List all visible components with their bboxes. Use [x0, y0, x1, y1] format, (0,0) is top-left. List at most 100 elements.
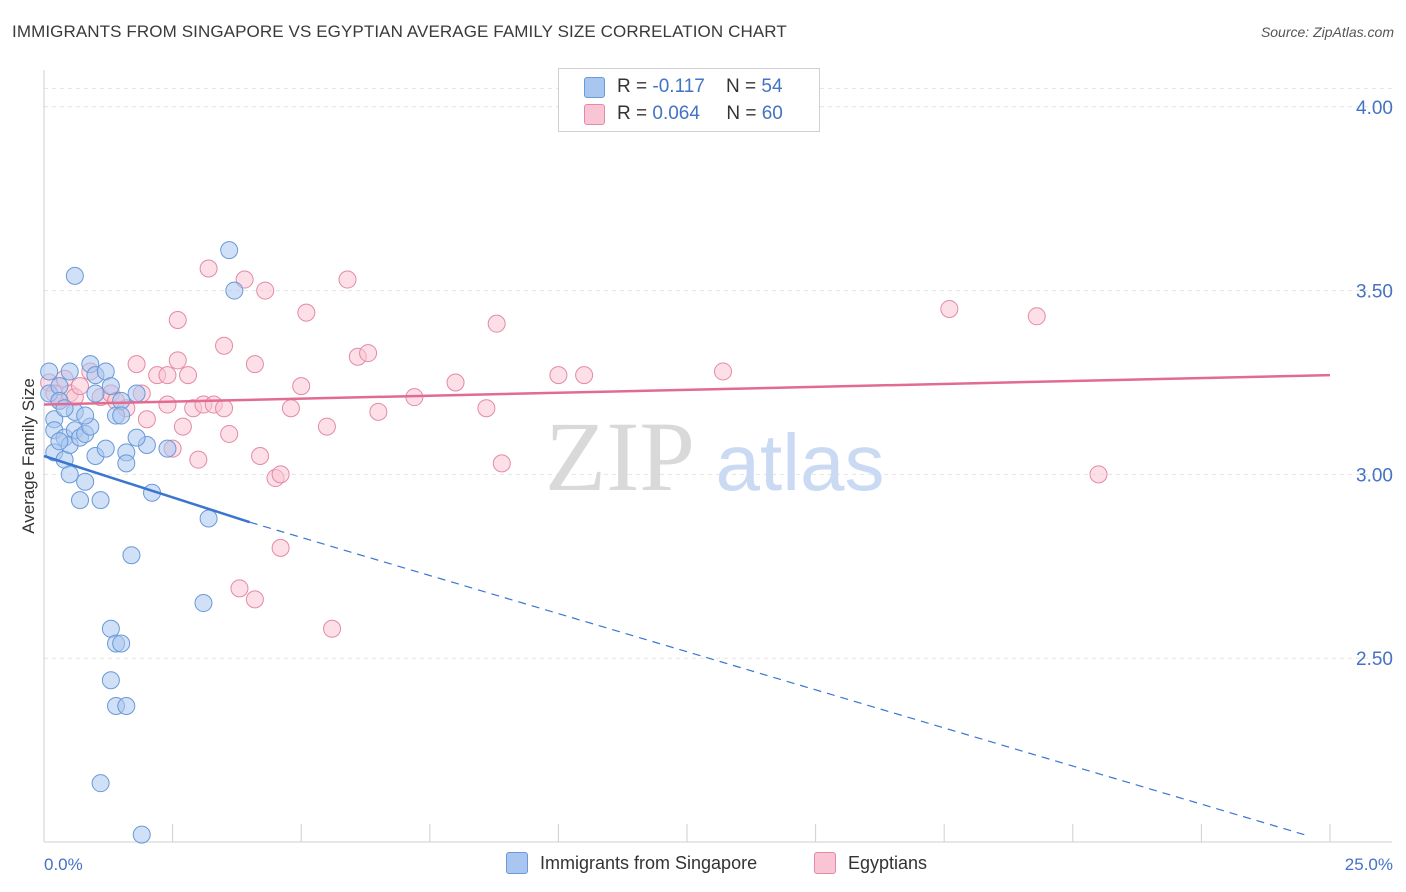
- point-egyptians: [575, 366, 594, 385]
- point-egyptians: [477, 399, 496, 418]
- legend-n-value: 54: [761, 76, 783, 97]
- watermark-atlas: atlas: [716, 418, 885, 507]
- legend-n-label: N =: [725, 76, 757, 97]
- bottom-legend-egyptians[interactable]: Egyptians: [814, 852, 927, 874]
- point-egyptians: [189, 450, 208, 469]
- legend-r-value: 0.064: [652, 103, 700, 124]
- point-singapore: [65, 266, 84, 285]
- point-singapore: [199, 509, 218, 528]
- bottom-legend-label-egyptians: Egyptians: [848, 852, 928, 873]
- bottom-legend-label-singapore: Immigrants from Singapore: [540, 852, 758, 873]
- point-singapore: [76, 472, 95, 491]
- source-label: Source: ZipAtlas.com: [1260, 24, 1394, 40]
- point-egyptians: [256, 281, 275, 300]
- point-egyptians: [292, 377, 311, 396]
- point-egyptians: [215, 336, 234, 355]
- point-singapore: [96, 439, 115, 458]
- point-singapore: [225, 281, 244, 300]
- point-egyptians: [297, 303, 316, 322]
- trend-lines: [43, 373, 1331, 836]
- point-egyptians: [158, 366, 177, 385]
- point-egyptians: [245, 590, 264, 609]
- point-egyptians: [446, 373, 465, 392]
- point-egyptians: [1089, 465, 1108, 484]
- watermark-zip: ZIP: [545, 401, 695, 512]
- point-egyptians: [168, 351, 187, 370]
- point-egyptians: [323, 619, 342, 638]
- legend-n-label: N =: [726, 103, 757, 124]
- point-egyptians: [281, 399, 300, 418]
- y-tick-label: 4.00: [1356, 98, 1393, 119]
- point-singapore: [220, 241, 239, 260]
- bottom-legend-swatch-singapore: [506, 852, 528, 874]
- point-egyptians: [230, 579, 249, 598]
- point-egyptians: [235, 270, 254, 289]
- legend-r-label: R =: [617, 76, 648, 97]
- point-egyptians: [271, 465, 290, 484]
- point-singapore: [132, 825, 151, 844]
- trend-line-singapore: [43, 454, 251, 524]
- point-singapore: [101, 671, 120, 690]
- point-egyptians: [127, 355, 146, 374]
- y-tick-label: 3.00: [1356, 465, 1393, 486]
- point-egyptians: [317, 417, 336, 436]
- legend-r-value: -0.117: [652, 76, 705, 97]
- point-singapore: [117, 696, 136, 715]
- tick-labels: 2.50 3.00 3.50 4.00 0.0% 25.0%: [44, 98, 1393, 874]
- point-singapore: [122, 546, 141, 565]
- point-singapore: [127, 384, 146, 403]
- point-singapore: [40, 362, 59, 381]
- point-egyptians: [199, 259, 218, 278]
- point-singapore: [60, 362, 79, 381]
- point-egyptians: [714, 362, 733, 381]
- point-singapore: [194, 594, 213, 613]
- point-egyptians: [137, 410, 156, 429]
- x-tick-label: 25.0%: [1345, 855, 1393, 874]
- trend-line-singapore-extension: [249, 521, 1305, 836]
- point-singapore: [50, 432, 69, 451]
- legend-n-value: 60: [761, 103, 783, 124]
- point-egyptians: [549, 366, 568, 385]
- point-egyptians: [271, 538, 290, 557]
- point-singapore: [91, 774, 110, 793]
- point-singapore: [60, 465, 79, 484]
- point-egyptians: [168, 310, 187, 329]
- point-egyptians: [220, 424, 239, 443]
- point-egyptians: [179, 366, 198, 385]
- y-tick-label: 2.50: [1356, 649, 1393, 670]
- point-egyptians: [487, 314, 506, 333]
- point-singapore: [158, 439, 177, 458]
- point-singapore: [117, 454, 136, 473]
- point-egyptians: [158, 395, 177, 414]
- point-singapore: [71, 491, 90, 510]
- bottom-legend-swatch-egyptians: [814, 852, 836, 874]
- point-singapore: [76, 406, 95, 425]
- point-egyptians: [369, 402, 388, 421]
- point-egyptians: [173, 417, 192, 436]
- stats-legend: R = -0.117 N = 54 R = 0.064 N = 60: [558, 68, 820, 132]
- point-singapore: [112, 406, 131, 425]
- bottom-legend-singapore[interactable]: Immigrants from Singapore: [506, 852, 757, 874]
- legend-swatch-singapore: [584, 76, 605, 98]
- point-singapore: [91, 491, 110, 510]
- point-egyptians: [359, 344, 378, 363]
- data-points: [40, 241, 1108, 844]
- y-axis-label: Average Family Size: [19, 378, 38, 534]
- y-tick-label: 3.50: [1356, 282, 1393, 303]
- point-singapore: [86, 384, 105, 403]
- point-singapore: [127, 428, 146, 447]
- point-singapore: [112, 634, 131, 653]
- x-tick-label: 0.0%: [44, 855, 83, 874]
- legend-swatch-egyptians: [584, 103, 605, 125]
- point-singapore: [55, 399, 74, 418]
- point-egyptians: [338, 270, 357, 289]
- trend-line-egyptians: [43, 373, 1331, 406]
- point-egyptians: [71, 377, 90, 396]
- legend-r-label: R =: [617, 103, 648, 124]
- point-egyptians: [940, 299, 959, 318]
- watermark: ZIP atlas: [545, 401, 884, 512]
- point-egyptians: [245, 355, 264, 374]
- point-egyptians: [215, 399, 234, 418]
- point-egyptians: [251, 447, 270, 465]
